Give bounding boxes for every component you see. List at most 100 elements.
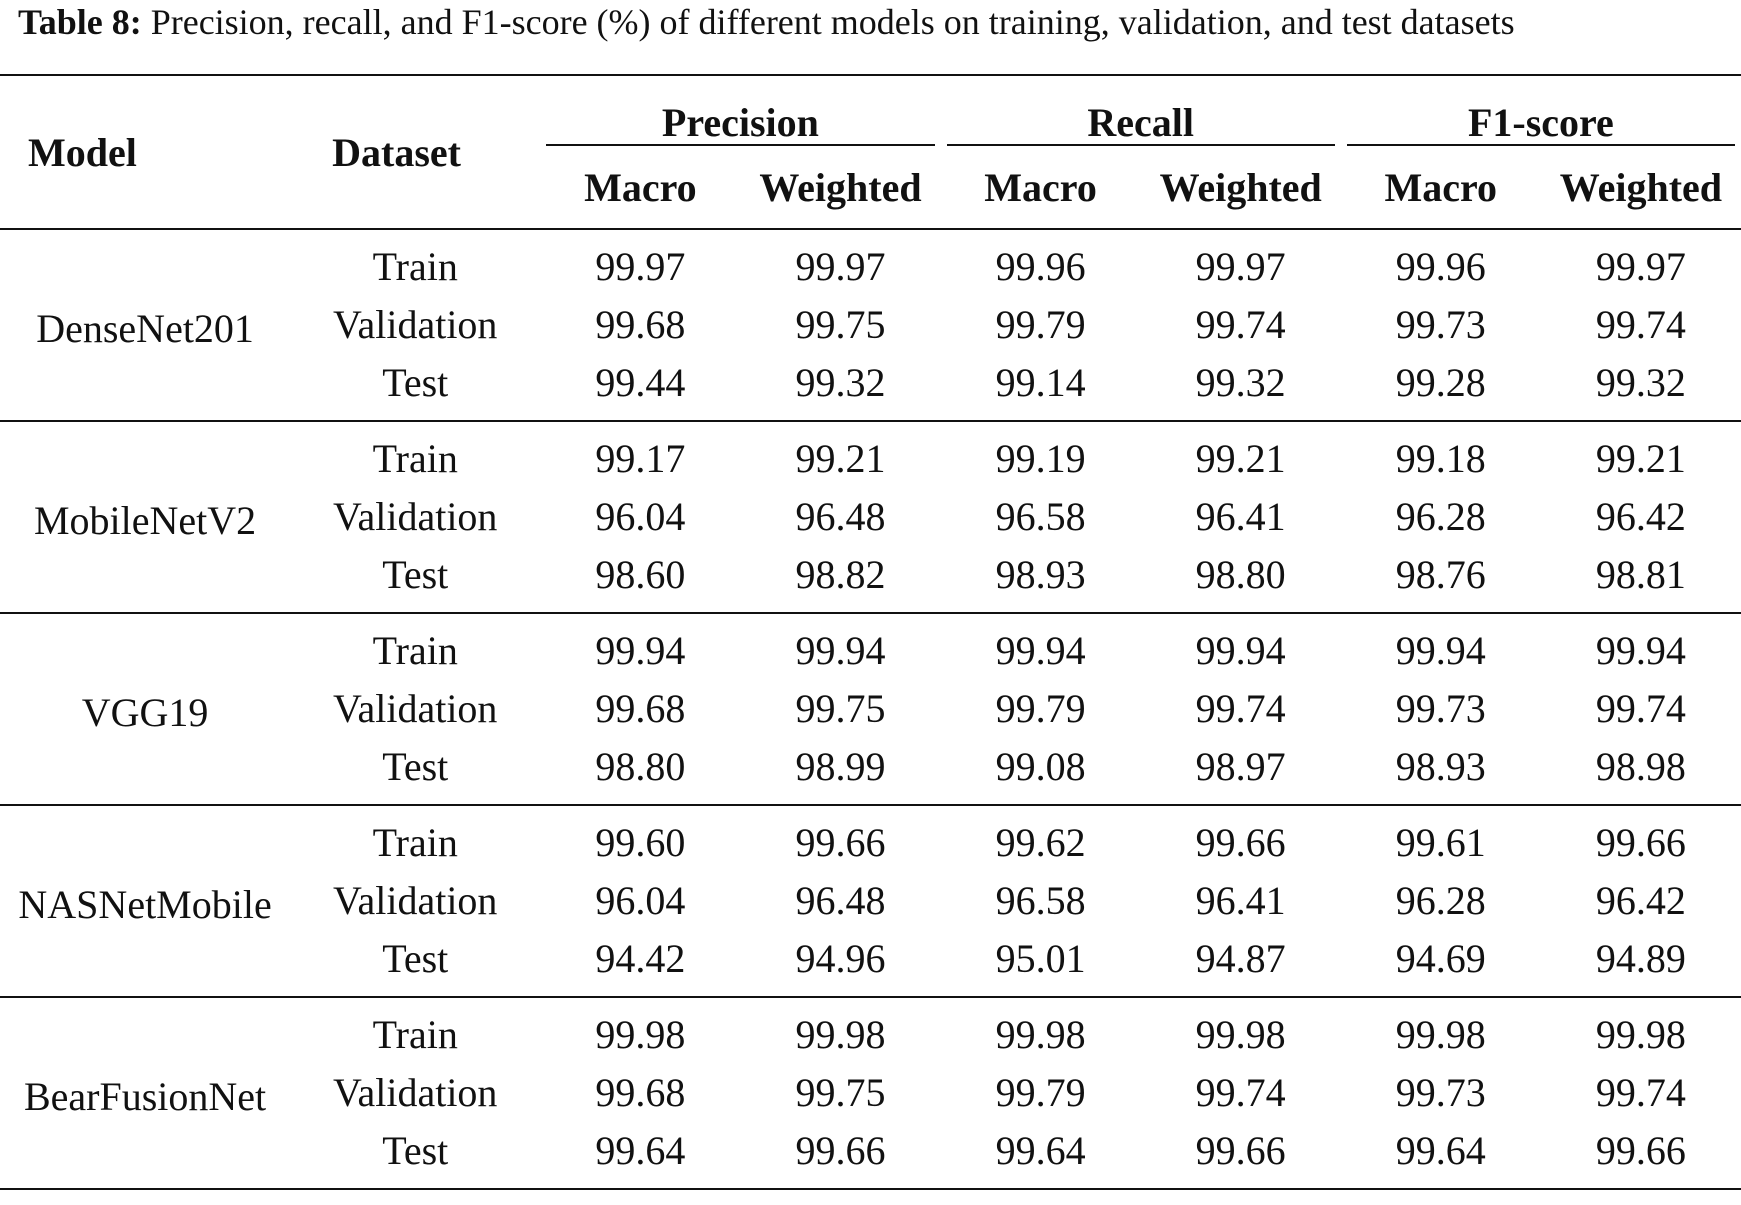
metric-value-cell: 96.58 bbox=[995, 878, 1086, 923]
metric-value-cell: 98.82 bbox=[795, 552, 886, 597]
metric-value-cell: 99.64 bbox=[540, 1122, 741, 1190]
metric-value-cell: 96.28 bbox=[1395, 878, 1486, 923]
dataset-cell: Train bbox=[290, 804, 541, 872]
metric-value-cell: 98.81 bbox=[1595, 552, 1686, 597]
dataset-cell: Train bbox=[372, 244, 458, 289]
results-table: Model Dataset Precision Recall F1-score … bbox=[0, 74, 1741, 1190]
metric-value-cell: 99.32 bbox=[1595, 360, 1686, 405]
metric-value-cell: 96.42 bbox=[1595, 494, 1686, 539]
metric-value-cell: 99.98 bbox=[940, 996, 1141, 1064]
table-caption: Table 8: Precision, recall, and F1-score… bbox=[18, 0, 1733, 44]
metric-value-cell: 99.75 bbox=[795, 302, 886, 347]
metric-value-cell: 98.76 bbox=[1395, 552, 1486, 597]
metric-value-cell: 98.80 bbox=[595, 744, 686, 789]
header-recall-macro: Macro bbox=[940, 146, 1141, 230]
metric-value-cell: 99.96 bbox=[995, 244, 1086, 289]
table-body: DenseNet201 Train 99.97 99.97 99.96 99.97 99.9… bbox=[0, 229, 1741, 1190]
metric-value-cell: 99.17 bbox=[540, 420, 741, 488]
model-name-cell: MobileNetV2 bbox=[0, 420, 291, 613]
header-f1-macro: Macro bbox=[1340, 146, 1541, 230]
metric-value-cell: 94.87 bbox=[1195, 936, 1286, 981]
header-f1-weighted: Weighted bbox=[1540, 146, 1741, 230]
metric-value-cell: 99.74 bbox=[1195, 686, 1286, 731]
header-recall-weighted: Weighted bbox=[1140, 146, 1341, 230]
metric-value-cell: 99.08 bbox=[995, 744, 1086, 789]
metric-value-cell: 98.93 bbox=[995, 552, 1086, 597]
metric-value-cell: 99.73 bbox=[1395, 686, 1486, 731]
table-row: Test 99.44 99.32 99.14 99.32 99.28 99.32 bbox=[0, 354, 1741, 421]
metric-value-cell: 99.28 bbox=[1395, 360, 1486, 405]
metric-value-cell: 98.80 bbox=[1195, 552, 1286, 597]
metric-value-cell: 96.41 bbox=[1195, 878, 1286, 923]
metric-value-cell: 98.60 bbox=[595, 552, 686, 597]
table-row: Validation 96.04 96.48 96.58 96.41 96.28 96.42 bbox=[0, 872, 1741, 930]
metric-value-cell: 96.58 bbox=[995, 494, 1086, 539]
table-row: VGG19 Train 99.94 99.94 99.94 99.94 99.94 99.94 bbox=[0, 612, 1741, 805]
metric-value-cell: 99.98 bbox=[740, 996, 941, 1064]
metric-value-cell: 99.74 bbox=[1195, 302, 1286, 347]
model-name-cell: BearFusionNet bbox=[0, 996, 291, 1190]
header-group-recall: Recall bbox=[941, 75, 1341, 146]
metric-value-cell: 99.74 bbox=[1595, 686, 1686, 731]
metric-value-cell: 99.75 bbox=[795, 1070, 886, 1115]
metric-value-cell: 96.04 bbox=[595, 494, 686, 539]
metric-value-cell: 99.62 bbox=[940, 804, 1141, 872]
metric-value-cell: 99.66 bbox=[1540, 1122, 1741, 1190]
metric-value-cell: 99.21 bbox=[1540, 420, 1741, 488]
metric-value-cell: 99.97 bbox=[1195, 244, 1286, 289]
metric-value-cell: 94.89 bbox=[1595, 936, 1686, 981]
metric-value-cell: 99.66 bbox=[1140, 1122, 1341, 1190]
table-row: Test 98.80 98.99 99.08 98.97 98.93 98.98 bbox=[0, 738, 1741, 805]
table-row: BearFusionNet Train 99.98 99.98 99.98 99.98 99… bbox=[0, 996, 1741, 1190]
metric-value-cell: 99.94 bbox=[1140, 612, 1341, 680]
metric-value-cell: 98.98 bbox=[1595, 744, 1686, 789]
metric-value-cell: 94.42 bbox=[595, 936, 686, 981]
model-name-cell: NASNetMobile bbox=[0, 804, 291, 997]
header-model: Model bbox=[0, 75, 291, 230]
metric-value-cell: 99.97 bbox=[795, 244, 886, 289]
dataset-cell: Test bbox=[382, 936, 449, 981]
metric-value-cell: 99.32 bbox=[1195, 360, 1286, 405]
metric-value-cell: 99.98 bbox=[540, 996, 741, 1064]
metric-value-cell: 99.66 bbox=[1540, 804, 1741, 872]
header-group-f1: F1-score bbox=[1341, 75, 1741, 146]
metric-value-cell: 96.04 bbox=[595, 878, 686, 923]
dataset-cell: Train bbox=[290, 612, 541, 680]
metric-value-cell: 99.74 bbox=[1195, 1070, 1286, 1115]
metric-value-cell: 96.48 bbox=[795, 878, 886, 923]
dataset-cell: Train bbox=[290, 420, 541, 488]
dataset-cell: Test bbox=[382, 360, 449, 405]
dataset-cell: Validation bbox=[333, 686, 498, 731]
metric-value-cell: 96.42 bbox=[1595, 878, 1686, 923]
metric-value-cell: 94.69 bbox=[1395, 936, 1486, 981]
dataset-cell: Test bbox=[382, 552, 449, 597]
dataset-cell: Validation bbox=[333, 878, 498, 923]
table-row: Validation 99.68 99.75 99.79 99.74 99.73 99.74 bbox=[0, 296, 1741, 354]
caption-label: Table 8: bbox=[18, 2, 142, 42]
table-row: Validation 99.68 99.75 99.79 99.74 99.73 99.74 bbox=[0, 1064, 1741, 1122]
header-precision-macro: Macro bbox=[540, 146, 741, 230]
dataset-cell: Validation bbox=[333, 1070, 498, 1115]
dataset-cell: Validation bbox=[333, 302, 498, 347]
metric-value-cell: 99.73 bbox=[1395, 1070, 1486, 1115]
metric-value-cell: 99.98 bbox=[1540, 996, 1741, 1064]
metric-value-cell: 99.98 bbox=[1140, 996, 1341, 1064]
metric-value-cell: 99.14 bbox=[995, 360, 1086, 405]
metric-value-cell: 99.61 bbox=[1340, 804, 1541, 872]
dataset-cell: Validation bbox=[333, 494, 498, 539]
metric-value-cell: 96.41 bbox=[1195, 494, 1286, 539]
metric-value-cell: 99.66 bbox=[740, 804, 941, 872]
table-row: MobileNetV2 Train 99.17 99.21 99.19 99.21 99.1… bbox=[0, 420, 1741, 613]
metric-value-cell: 99.68 bbox=[595, 686, 686, 731]
table-row: Validation 96.04 96.48 96.58 96.41 96.28 96.42 bbox=[0, 488, 1741, 546]
table-row: Validation 99.68 99.75 99.79 99.74 99.73 99.74 bbox=[0, 680, 1741, 738]
metric-value-cell: 99.44 bbox=[595, 360, 686, 405]
metric-value-cell: 95.01 bbox=[995, 936, 1086, 981]
metric-value-cell: 99.74 bbox=[1595, 1070, 1686, 1115]
metric-value-cell: 99.68 bbox=[595, 302, 686, 347]
metric-value-cell: 99.98 bbox=[1340, 996, 1541, 1064]
metric-value-cell: 96.48 bbox=[795, 494, 886, 539]
metric-value-cell: 99.21 bbox=[1140, 420, 1341, 488]
metric-value-cell: 98.97 bbox=[1195, 744, 1286, 789]
